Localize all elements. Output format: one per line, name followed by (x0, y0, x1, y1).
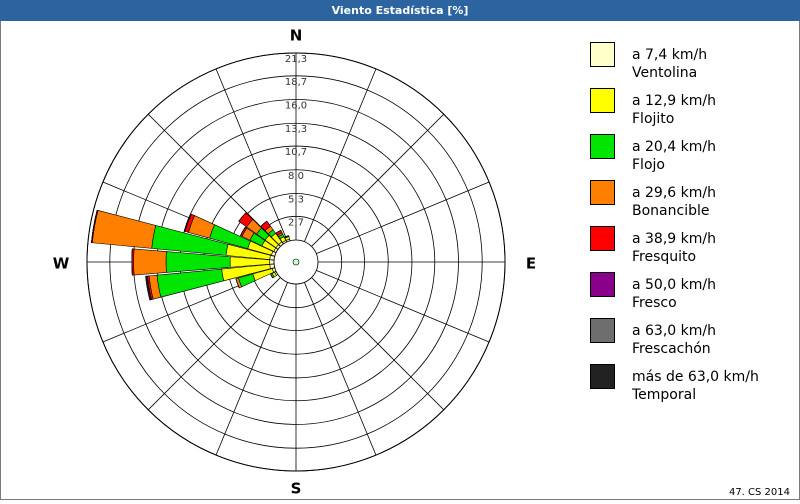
spoke (215, 282, 288, 456)
spoke (316, 181, 490, 254)
spoke (147, 113, 281, 247)
legend-description: Fresco (632, 295, 677, 311)
legend-swatch (590, 88, 615, 113)
ring-label: 13,3 (285, 124, 307, 135)
legend-swatch (590, 42, 615, 67)
compass-label: W (53, 255, 70, 273)
chart-title: Viento Estadística [%] (332, 4, 469, 17)
legend-swatch (590, 180, 615, 205)
ring-label: 18,7 (285, 77, 307, 88)
legend-label: a 12,9 km/h (632, 93, 716, 109)
legend-description: Temporal (631, 387, 696, 403)
petal-segment (91, 210, 98, 243)
spoke (311, 277, 445, 411)
spoke (147, 277, 281, 411)
legend-label: a 50,0 km/h (632, 277, 716, 293)
petal-segment (145, 276, 151, 301)
compass-label: E (526, 255, 536, 273)
legend-description: Fresquito (632, 249, 696, 265)
petal-segment (235, 278, 240, 289)
petals (91, 209, 291, 301)
legend-label: a 38,9 km/h (632, 231, 716, 247)
grid-ring (109, 75, 483, 449)
spoke (311, 113, 445, 247)
spoke (316, 270, 490, 343)
ring-label: 2,7 (288, 217, 304, 228)
petal-segment (270, 273, 274, 279)
legend-description: Flojito (632, 111, 674, 127)
legend-label: más de 63,0 km/h (632, 369, 759, 385)
legend-swatch (590, 226, 615, 251)
footer: 47. CS 2014 (729, 487, 790, 498)
petal-segment (269, 259, 275, 265)
petal-segment (240, 226, 246, 236)
spoke (304, 282, 377, 456)
ring-label: 8,0 (288, 171, 304, 182)
grid-ring (86, 52, 506, 472)
ring-label: 21,3 (285, 54, 307, 65)
legend-swatch (590, 272, 615, 297)
legend-swatch (590, 318, 615, 343)
center-dot (292, 258, 300, 266)
ring-label: 10,7 (285, 147, 307, 158)
legend-swatch (590, 134, 615, 159)
petal-segment (238, 212, 247, 222)
title-bar (0, 0, 800, 21)
legend-description: Frescachón (632, 341, 711, 357)
legend-description: Flojo (632, 157, 665, 173)
compass-label: S (291, 480, 302, 498)
ring-label: 16,0 (285, 101, 307, 112)
petal-segment (183, 213, 191, 232)
legend-label: a 7,4 km/h (632, 47, 707, 63)
legend-description: Bonancible (632, 203, 709, 219)
legend-label: a 63,0 km/h (632, 323, 716, 339)
spoke (215, 68, 288, 242)
legend-label: a 29,6 km/h (632, 185, 716, 201)
spoke (304, 68, 377, 242)
ring-label: 5,3 (288, 194, 304, 205)
legend-description: Ventolina (632, 65, 697, 81)
petal-segment (133, 248, 167, 276)
legend-swatch (590, 364, 615, 389)
legend-label: a 20,4 km/h (632, 139, 716, 155)
compass-label: N (290, 27, 303, 45)
